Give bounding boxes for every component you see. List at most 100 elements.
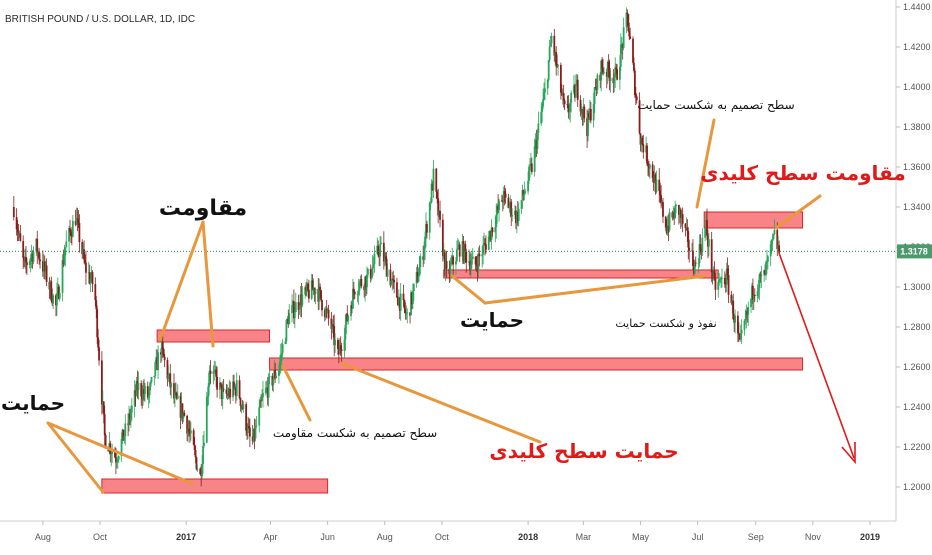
candle bbox=[246, 423, 248, 440]
candle bbox=[751, 282, 753, 305]
candle bbox=[543, 82, 545, 101]
candle bbox=[24, 248, 26, 269]
arrow-support-a bbox=[46, 421, 105, 494]
y-tick-label: 1.2600 bbox=[903, 362, 931, 372]
candle bbox=[332, 315, 335, 338]
candle bbox=[594, 78, 597, 89]
candle bbox=[163, 353, 166, 368]
candle bbox=[671, 210, 674, 221]
candle bbox=[411, 291, 413, 310]
candle bbox=[140, 380, 143, 406]
candle bbox=[320, 290, 322, 302]
arrow-decision-support bbox=[695, 118, 716, 209]
candle bbox=[272, 378, 275, 393]
candle bbox=[712, 266, 715, 281]
candle bbox=[609, 68, 612, 93]
candle bbox=[352, 278, 354, 310]
candle bbox=[673, 208, 676, 225]
candle bbox=[12, 195, 15, 221]
x-tick-label: 2018 bbox=[518, 532, 538, 542]
candle bbox=[194, 445, 197, 464]
candle bbox=[398, 296, 401, 320]
candle bbox=[399, 283, 402, 321]
candle bbox=[422, 245, 425, 268]
candle bbox=[102, 401, 105, 424]
candle bbox=[215, 365, 218, 388]
candle bbox=[533, 138, 536, 177]
candle bbox=[70, 229, 72, 243]
candle bbox=[562, 84, 565, 108]
y-tick-label: 1.3800 bbox=[903, 122, 931, 132]
candle bbox=[744, 309, 747, 325]
candle bbox=[634, 86, 637, 106]
candle bbox=[364, 276, 366, 302]
candle bbox=[615, 63, 618, 75]
candle bbox=[503, 185, 506, 206]
candle bbox=[300, 283, 303, 318]
candle bbox=[573, 75, 575, 95]
candle bbox=[658, 168, 661, 203]
candle bbox=[462, 236, 465, 264]
candle bbox=[130, 397, 133, 422]
candle bbox=[627, 13, 630, 32]
candle bbox=[359, 275, 362, 288]
candle bbox=[278, 355, 281, 375]
candle bbox=[725, 262, 728, 292]
candle bbox=[299, 286, 302, 317]
candle bbox=[599, 72, 602, 89]
candle bbox=[396, 296, 399, 306]
candle bbox=[159, 348, 162, 364]
candle bbox=[713, 261, 716, 281]
candle bbox=[477, 247, 480, 278]
candle bbox=[509, 195, 512, 218]
candle bbox=[618, 55, 621, 90]
candle bbox=[633, 67, 636, 99]
candle bbox=[37, 250, 40, 258]
candle bbox=[84, 254, 86, 265]
candle bbox=[681, 207, 684, 233]
candle bbox=[723, 271, 726, 288]
candle bbox=[737, 311, 739, 343]
candle bbox=[756, 284, 759, 303]
candle bbox=[137, 371, 140, 400]
candle bbox=[203, 430, 205, 449]
support-zone-2 bbox=[443, 269, 719, 279]
candle bbox=[424, 231, 426, 261]
candle bbox=[382, 231, 385, 270]
candle bbox=[136, 370, 139, 399]
candle bbox=[130, 405, 132, 428]
y-tick-label: 1.3600 bbox=[903, 162, 931, 172]
candle bbox=[245, 401, 248, 436]
candle bbox=[221, 381, 224, 410]
candle bbox=[261, 389, 263, 402]
candle bbox=[247, 416, 249, 439]
candle bbox=[365, 275, 367, 296]
candle bbox=[527, 171, 529, 195]
candle bbox=[629, 27, 632, 40]
candle bbox=[769, 240, 772, 267]
candle bbox=[766, 249, 768, 274]
candle bbox=[208, 365, 211, 387]
candle bbox=[284, 337, 287, 345]
candle bbox=[555, 46, 558, 76]
candle bbox=[219, 377, 221, 400]
candle bbox=[406, 308, 409, 324]
candle bbox=[286, 316, 289, 324]
candle bbox=[437, 188, 440, 224]
candle bbox=[330, 311, 333, 340]
candle bbox=[746, 307, 749, 323]
candle bbox=[167, 365, 170, 382]
arrow-resistance-a bbox=[158, 220, 205, 342]
candle bbox=[605, 68, 608, 89]
candle bbox=[529, 158, 531, 178]
candle bbox=[334, 333, 337, 353]
candle bbox=[560, 84, 563, 97]
candle bbox=[19, 225, 22, 242]
candle bbox=[262, 381, 264, 408]
candle bbox=[536, 128, 539, 155]
candle bbox=[228, 379, 231, 400]
candle bbox=[144, 382, 146, 403]
candle bbox=[30, 244, 33, 269]
label-key-level-resistance: مقاومت سطح کلیدی bbox=[700, 161, 906, 185]
candle bbox=[489, 230, 492, 242]
